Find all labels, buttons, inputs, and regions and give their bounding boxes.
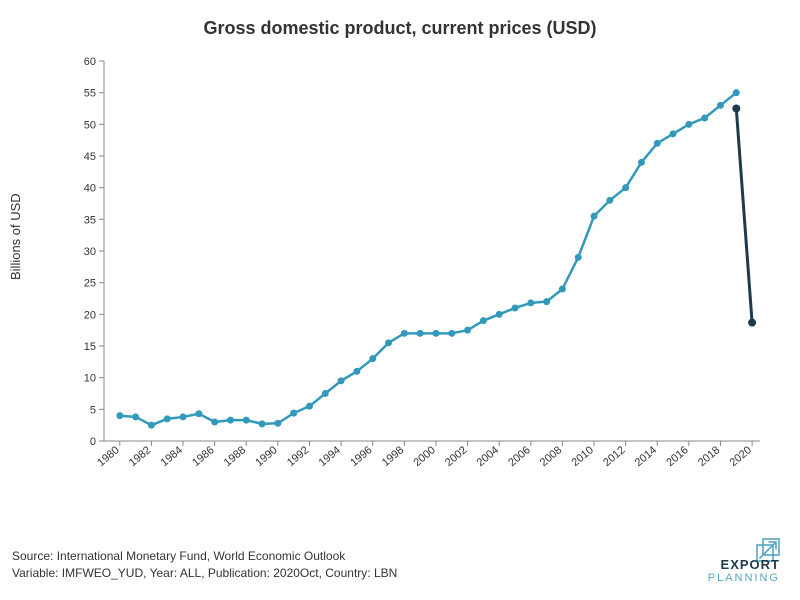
svg-text:2006: 2006: [506, 444, 532, 469]
svg-text:2008: 2008: [538, 444, 564, 469]
chart-plot-area: 0 5 10 15 20 25 30 35 40 45 50 55 60 1980198219841986…: [70, 55, 770, 485]
chart-svg: 0 5 10 15 20 25 30 35 40 45 50 55 60 1980198219841986…: [70, 55, 770, 485]
svg-text:50: 50: [84, 119, 96, 131]
svg-text:1982: 1982: [127, 444, 153, 469]
svg-text:0: 0: [90, 436, 96, 448]
source-line: Source: International Monetary Fund, Wor…: [12, 548, 397, 565]
svg-text:1998: 1998: [380, 444, 406, 469]
export-planning-logo: EXPORTPLANNING: [662, 537, 782, 586]
svg-text:60: 60: [84, 56, 96, 68]
svg-text:2014: 2014: [633, 444, 659, 469]
y-axis-label: Billions of USD: [8, 193, 23, 280]
svg-text:2000: 2000: [411, 444, 437, 469]
svg-text:35: 35: [84, 214, 96, 226]
svg-text:1994: 1994: [317, 444, 343, 469]
svg-text:40: 40: [84, 183, 96, 195]
svg-text:1980: 1980: [95, 444, 121, 469]
svg-text:30: 30: [84, 246, 96, 258]
svg-text:1996: 1996: [348, 444, 374, 469]
svg-text:1990: 1990: [253, 444, 279, 469]
svg-text:5: 5: [90, 404, 96, 416]
svg-text:2010: 2010: [569, 444, 595, 469]
svg-text:55: 55: [84, 88, 96, 100]
svg-text:2020: 2020: [728, 444, 754, 469]
logo-svg: EXPORTPLANNING: [662, 537, 782, 581]
svg-text:1984: 1984: [158, 444, 184, 469]
svg-text:1992: 1992: [285, 444, 311, 469]
svg-text:2004: 2004: [475, 444, 501, 469]
svg-text:15: 15: [84, 341, 96, 353]
chart-footer: Source: International Monetary Fund, Wor…: [12, 548, 397, 582]
svg-text:2002: 2002: [443, 444, 469, 469]
svg-text:2016: 2016: [664, 444, 690, 469]
chart-title: Gross domestic product, current prices (…: [0, 18, 800, 39]
variable-line: Variable: IMFWEO_YUD, Year: ALL, Publica…: [12, 565, 397, 582]
svg-text:2012: 2012: [601, 444, 627, 469]
svg-text:1988: 1988: [222, 444, 248, 469]
svg-text:2018: 2018: [696, 444, 722, 469]
svg-text:20: 20: [84, 309, 96, 321]
svg-text:1986: 1986: [190, 444, 216, 469]
svg-text:EXPORT: EXPORT: [721, 557, 780, 572]
svg-text:25: 25: [84, 278, 96, 290]
svg-text:10: 10: [84, 373, 96, 385]
svg-text:45: 45: [84, 151, 96, 163]
svg-text:PLANNING: PLANNING: [708, 572, 780, 581]
